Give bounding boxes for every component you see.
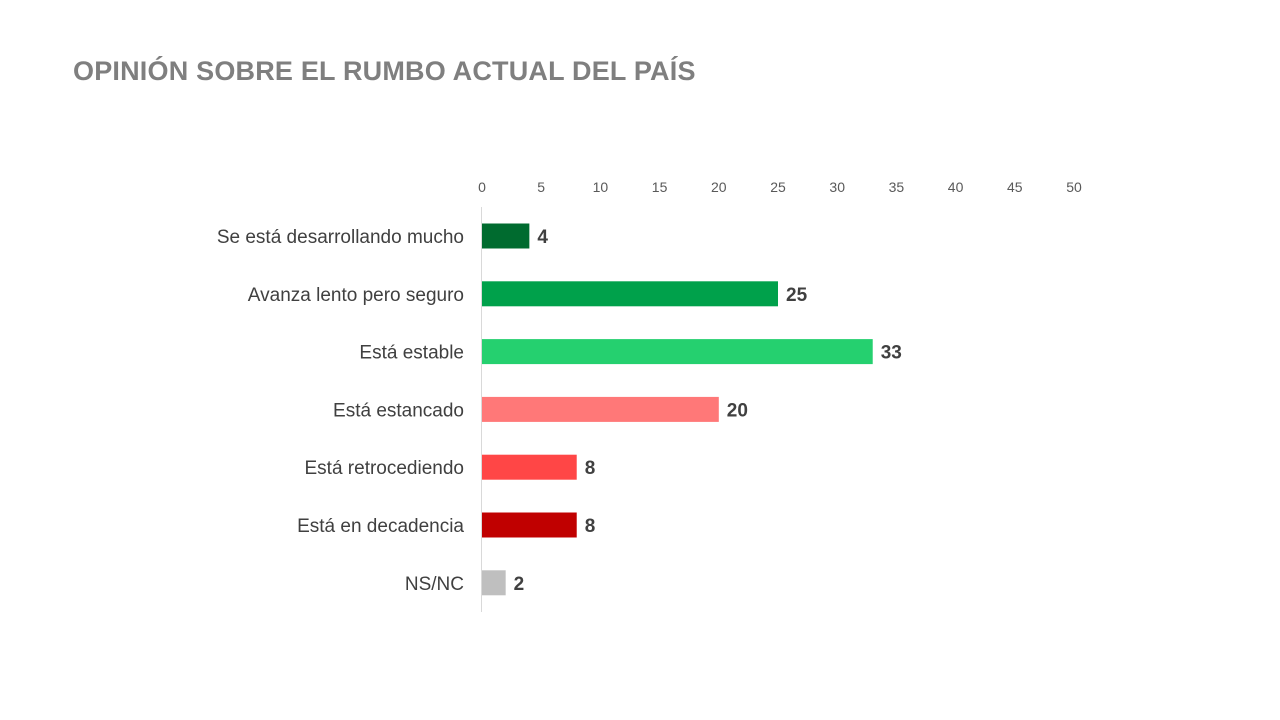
category-label: Está en decadencia bbox=[297, 516, 464, 537]
category-label: Se está desarrollando mucho bbox=[217, 227, 464, 248]
bars: Se está desarrollando mucho 4 Avanza lento… bbox=[217, 223, 902, 596]
category-label: NS/NC bbox=[405, 574, 464, 595]
x-tick-label: 45 bbox=[1007, 179, 1023, 195]
bar bbox=[482, 396, 719, 422]
x-axis-ticks: 0 5 10 15 20 25 30 35 40 45 50 bbox=[478, 179, 1082, 195]
chart-title: OPINIÓN SOBRE EL RUMBO ACTUAL DEL PAÍS bbox=[73, 56, 696, 86]
x-tick-label: 10 bbox=[593, 179, 609, 195]
x-tick-label: 0 bbox=[478, 179, 486, 195]
x-tick-label: 35 bbox=[889, 179, 905, 195]
bar bbox=[482, 454, 577, 480]
bar bbox=[482, 281, 778, 307]
x-tick-label: 50 bbox=[1066, 179, 1082, 195]
category-label: Está estancado bbox=[333, 400, 464, 421]
bar bbox=[482, 512, 577, 538]
data-label: 2 bbox=[514, 574, 525, 595]
data-label: 20 bbox=[727, 400, 748, 421]
data-label: 25 bbox=[786, 285, 808, 306]
data-label: 4 bbox=[537, 227, 548, 248]
x-tick-label: 20 bbox=[711, 179, 727, 195]
x-tick-label: 15 bbox=[652, 179, 668, 195]
x-tick-label: 25 bbox=[770, 179, 786, 195]
data-label: 8 bbox=[585, 458, 596, 479]
bar bbox=[482, 223, 530, 249]
category-label: Está retrocediendo bbox=[305, 458, 465, 479]
data-label: 33 bbox=[881, 343, 902, 364]
data-label: 8 bbox=[585, 516, 596, 537]
bar bbox=[482, 339, 873, 365]
bar bbox=[482, 570, 506, 596]
x-tick-label: 30 bbox=[829, 179, 845, 195]
category-label: Avanza lento pero seguro bbox=[248, 285, 464, 306]
x-tick-label: 5 bbox=[537, 179, 545, 195]
x-tick-label: 40 bbox=[948, 179, 964, 195]
category-label: Está estable bbox=[359, 343, 464, 364]
